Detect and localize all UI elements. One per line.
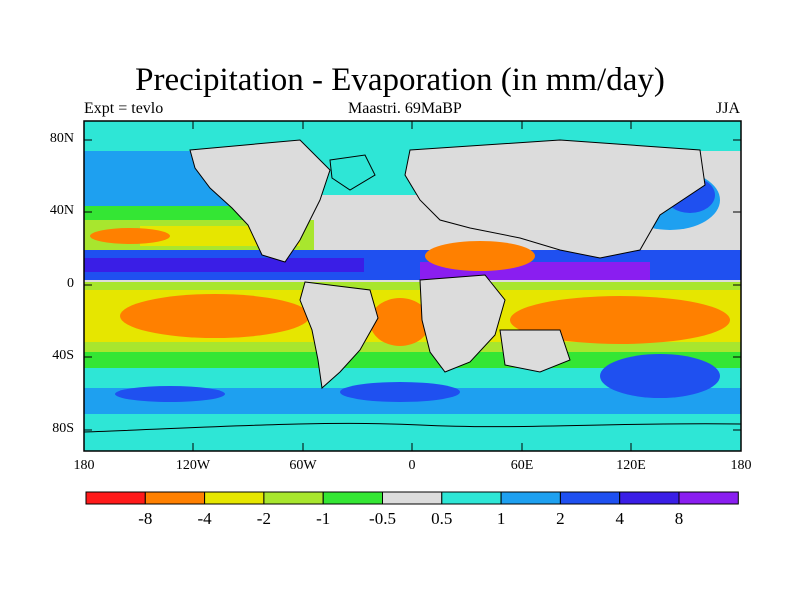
colorbar-swatch — [678, 491, 739, 505]
lat-label-40n: 40N — [49, 203, 74, 218]
band-itcz-inner — [84, 258, 364, 272]
colorbar-label: -2 — [256, 509, 271, 528]
colorbar-label: 0.5 — [431, 509, 453, 528]
coast-australia — [499, 329, 571, 373]
colorbar-label: 4 — [615, 509, 624, 528]
colorbar-swatch — [619, 491, 680, 505]
lat-label-80n: 80N — [49, 131, 74, 146]
colorbar-swatch — [500, 491, 561, 505]
lat-label-80s: 80S — [52, 421, 74, 436]
dry-zone-north-africa — [425, 241, 535, 271]
colorbar-swatch — [559, 491, 621, 505]
lon-label-180e: 180 — [730, 458, 752, 473]
colorbar-swatch — [85, 491, 146, 505]
colorbar-label: -0.5 — [369, 509, 396, 528]
coast-greenland — [329, 154, 376, 191]
band-south-cyan — [84, 368, 741, 388]
lon-label-60w: 60W — [289, 458, 317, 473]
dry-zone-north-pacific — [90, 228, 170, 244]
lon-label-120w: 120W — [175, 458, 211, 473]
coast-antarctica — [84, 422, 741, 433]
storm-track-indian — [600, 354, 720, 398]
colorbar-swatch — [322, 491, 384, 505]
land-australia — [500, 330, 570, 372]
lon-label-60e: 60E — [510, 458, 534, 473]
colorbar-label: -8 — [138, 509, 153, 528]
lon-label-180w: 180 — [73, 458, 95, 473]
plot-title: Precipitation - Evaporation (in mm/day) — [135, 62, 665, 98]
colorbar-swatch — [441, 491, 502, 505]
lon-label-120e: 120E — [616, 458, 646, 473]
land-north-america — [190, 140, 330, 262]
lat-label-40s: 40S — [52, 348, 74, 363]
lat-label-0: 0 — [67, 276, 74, 291]
colorbar — [85, 491, 739, 505]
dry-zone-south-pacific — [120, 294, 310, 338]
season-label: JJA — [715, 100, 740, 117]
colorbar-swatch — [144, 491, 206, 505]
land-antarctica — [84, 424, 741, 451]
colorbar-swatch — [263, 491, 324, 505]
coast-south-america — [299, 281, 379, 389]
band-south-green — [84, 352, 741, 368]
coast-north-america — [189, 139, 331, 263]
land-africa — [420, 275, 505, 372]
storm-track-atlantic — [340, 382, 460, 402]
land-south-america — [300, 282, 378, 388]
dry-zone-indian-ocean — [510, 296, 730, 344]
coast-africa — [419, 274, 506, 373]
colorbar-swatch — [382, 491, 443, 505]
colorbar-swatch — [204, 491, 265, 505]
colorbar-label: 8 — [674, 509, 684, 528]
colorbar-label: -1 — [316, 509, 331, 528]
lon-label-0: 0 — [408, 458, 416, 473]
land-eurasia — [405, 140, 705, 258]
experiment-label: Expt = tevlo — [84, 100, 164, 117]
colorbar-label: -4 — [197, 509, 212, 528]
colorbar-label: 1 — [496, 509, 506, 528]
dry-zone-south-atlantic — [370, 298, 430, 346]
coast-eurasia — [404, 139, 706, 259]
colorbar-label: 2 — [556, 509, 565, 528]
period-label: Maastri. 69MaBP — [348, 100, 462, 117]
storm-track-pacific — [115, 386, 225, 402]
